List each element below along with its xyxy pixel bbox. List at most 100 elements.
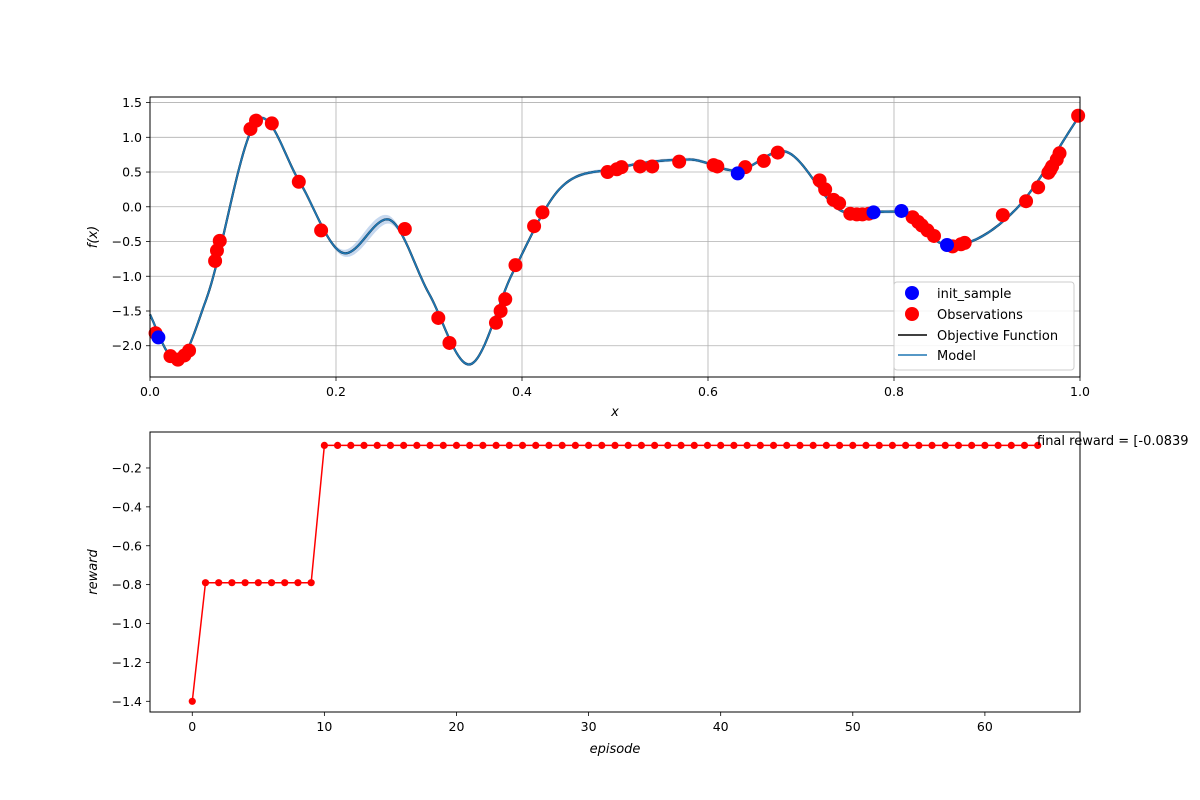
reward-point	[783, 441, 791, 449]
bottom-xtick-label: 0	[188, 719, 196, 734]
top-plot-border	[149, 96, 1081, 378]
observation-point	[493, 303, 508, 318]
reward-point	[254, 579, 262, 587]
reward-point	[730, 441, 738, 449]
top-ylabel-text: f(x)	[86, 226, 101, 248]
reward-point	[320, 441, 328, 449]
reward-point	[994, 441, 1002, 449]
bottom-ytick-label: −1.4	[112, 694, 142, 709]
reward-point	[400, 441, 408, 449]
reward-point	[968, 441, 976, 449]
bottom-plot-frame	[150, 432, 1080, 712]
top-ytick-label: −1.0	[112, 269, 142, 284]
reward-point	[267, 579, 276, 587]
observation-point	[397, 222, 412, 237]
reward-point	[902, 441, 910, 449]
bottom-ytick-label: −0.8	[112, 577, 142, 592]
reward-point	[532, 441, 540, 449]
reward-point	[941, 441, 949, 449]
reward-point	[888, 441, 897, 449]
reward-point	[347, 441, 355, 449]
reward-point	[492, 441, 500, 449]
bottom-ytick-label: −0.4	[112, 499, 142, 514]
observation-point	[633, 159, 648, 174]
reward-point	[598, 441, 606, 449]
reward-point	[466, 441, 474, 449]
final-reward-annotation: final reward = [-0.0839	[1037, 434, 1189, 449]
observation-point	[756, 153, 771, 168]
top-xtick-label: 0.2	[326, 384, 346, 399]
top-xlabel: x	[610, 405, 619, 420]
reward-point	[281, 579, 289, 587]
top-ylabel: f(x)	[86, 226, 101, 248]
observation-point	[182, 343, 197, 358]
reward-point	[981, 441, 989, 449]
observation-point	[264, 116, 279, 131]
legend-label-init-sample: init_sample	[937, 287, 1011, 302]
reward-point	[611, 441, 619, 449]
observation-point	[1031, 180, 1046, 195]
reward-point	[703, 441, 712, 449]
init-sample-point	[894, 203, 909, 218]
legend-marker-init-sample	[905, 286, 919, 300]
observation-point	[314, 223, 329, 238]
init-sample-point	[730, 166, 745, 181]
observation-point	[1071, 108, 1086, 123]
reward-point	[360, 441, 368, 449]
reward-point	[426, 441, 434, 449]
reward-point	[241, 579, 249, 587]
legend-box	[893, 281, 1075, 371]
reward-point	[954, 441, 963, 449]
legend-marker-observations	[905, 307, 919, 321]
reward-point	[505, 441, 513, 449]
reward-point	[928, 441, 936, 449]
reward-point	[743, 441, 751, 449]
observation-point	[1052, 146, 1067, 161]
reward-point	[558, 441, 566, 449]
legend-label-model: Model	[937, 349, 976, 364]
reward-point	[849, 441, 857, 449]
reward-point	[1034, 441, 1042, 449]
reward-point	[413, 441, 421, 449]
bottom-xtick-label: 40	[713, 719, 729, 734]
reward-point	[294, 579, 302, 587]
reward-point	[915, 441, 923, 449]
bottom-ytick-label: −0.6	[112, 538, 142, 553]
bottom-ticks: 0 10 20 30 40 50 60 −0.2 −0.4 −0.6 −0.8 −1.0 −1.2 −1.…	[112, 460, 993, 734]
observation-point	[672, 154, 687, 169]
reward-point	[822, 441, 830, 449]
bottom-ylabel: reward	[86, 548, 101, 594]
observation-point	[291, 174, 306, 189]
reward-point	[796, 441, 804, 449]
reward-point	[1007, 441, 1015, 449]
top-xtick-label: 0.0	[140, 384, 160, 399]
reward-point	[677, 441, 685, 449]
bottom-ytick-label: −1.2	[112, 655, 142, 670]
top-plot: 0.0 0.2 0.4 0.6 0.8 1.0 1.5 1.0 0.5 0.0 −0.5 −1.0 −1…	[86, 95, 1090, 420]
observation-point	[431, 310, 446, 325]
reward-point	[215, 579, 223, 587]
reward-point	[862, 441, 870, 449]
observation-point	[926, 228, 941, 243]
reward-point	[835, 441, 844, 449]
bottom-xtick-label: 10	[316, 719, 332, 734]
reward-point	[518, 441, 527, 449]
reward-point	[201, 579, 210, 587]
reward-point	[188, 697, 196, 705]
reward-point	[545, 441, 553, 449]
top-xtick-label: 0.6	[698, 384, 718, 399]
observation-point	[212, 233, 227, 248]
observation-point	[770, 145, 785, 160]
observation-point	[249, 113, 264, 128]
observation-point	[535, 205, 550, 220]
bottom-ytick-label: −1.0	[112, 616, 142, 631]
bottom-plot: 0 10 20 30 40 50 60 −0.2 −0.4 −0.6 −0.8 −1.0 −1.2 −1.…	[86, 431, 1189, 757]
observation-point	[710, 159, 725, 174]
reward-point	[452, 441, 461, 449]
reward-point	[809, 441, 817, 449]
init-sample-point	[866, 205, 881, 220]
bottom-ylabel-text: reward	[86, 548, 101, 594]
reward-point	[571, 441, 579, 449]
observation-point	[818, 182, 833, 197]
